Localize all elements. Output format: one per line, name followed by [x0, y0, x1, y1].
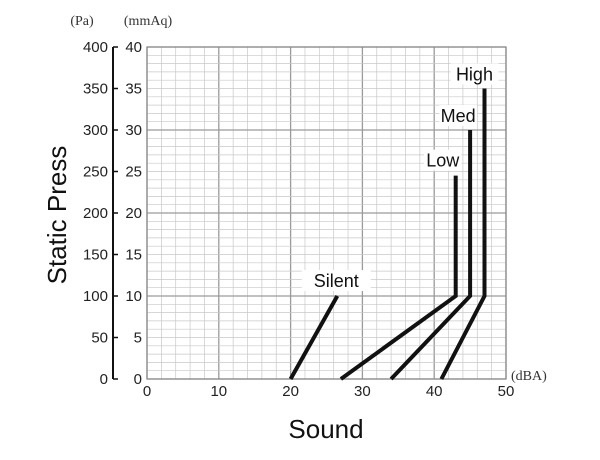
series-label-bg-silent [301, 270, 371, 291]
y-tick-label-pa: 250 [83, 164, 108, 181]
y-tick-label-mmaq: 5 [134, 330, 142, 347]
y-tick-label-mmaq: 35 [125, 81, 142, 98]
series-label-bg-low [423, 149, 462, 171]
plot-frame [146, 46, 507, 380]
series-label-med: Med [441, 106, 476, 126]
series-line-silent [288, 295, 340, 380]
y-tick-label-pa: 0 [100, 371, 108, 388]
y-tick-label-pa: 400 [83, 39, 108, 56]
x-axis-title: Sound [288, 414, 363, 444]
x-tick-label: 50 [498, 383, 515, 400]
series-label-low: Low [426, 151, 460, 171]
grid [146, 46, 507, 380]
y-tick-label-mmaq: 15 [125, 247, 142, 264]
y-tick-label-mmaq: 20 [125, 205, 142, 222]
x-tick-label: 30 [354, 383, 371, 400]
y-tick-label-pa: 300 [83, 122, 108, 139]
series-label-high: High [456, 65, 493, 85]
series-line-med [389, 130, 473, 381]
y-unit-pa-label: (Pa) [70, 14, 94, 29]
series-label-bg-high [450, 63, 499, 85]
y-tick-label-pa: 200 [83, 205, 108, 222]
x-tick-label: 40 [426, 383, 443, 400]
y-tick-label-pa: 50 [91, 330, 108, 347]
y-tick-label-pa: 100 [83, 288, 108, 305]
series-line-low [339, 175, 458, 381]
x-tick-label: 0 [143, 383, 151, 400]
y-tick-label-mmaq: 30 [125, 122, 142, 139]
series-lines [288, 88, 487, 381]
y-tick-label-mmaq: 25 [125, 164, 142, 181]
pa-axis [112, 46, 118, 380]
series-labels: Silent Low Med High [301, 63, 499, 291]
tick-labels: 0 10 20 30 40 5005101520253035400501001502002… [83, 39, 514, 400]
y-tick-label-pa: 350 [83, 81, 108, 98]
x-unit-label: (dBA) [511, 369, 547, 384]
y-tick-label-pa: 150 [83, 247, 108, 264]
series-line-high [439, 88, 487, 380]
series-label-bg-med [439, 105, 477, 126]
x-tick-label: 10 [210, 383, 227, 400]
x-tick-label: 20 [282, 383, 299, 400]
y-tick-label-mmaq: 10 [125, 288, 142, 305]
series-label-silent: Silent [314, 271, 359, 291]
y-unit-mmaq-label: (mmAq) [124, 14, 173, 29]
y-axis-title: Static Press [42, 146, 72, 285]
y-tick-label-mmaq: 0 [134, 371, 142, 388]
y-tick-label-mmaq: 40 [125, 39, 142, 56]
